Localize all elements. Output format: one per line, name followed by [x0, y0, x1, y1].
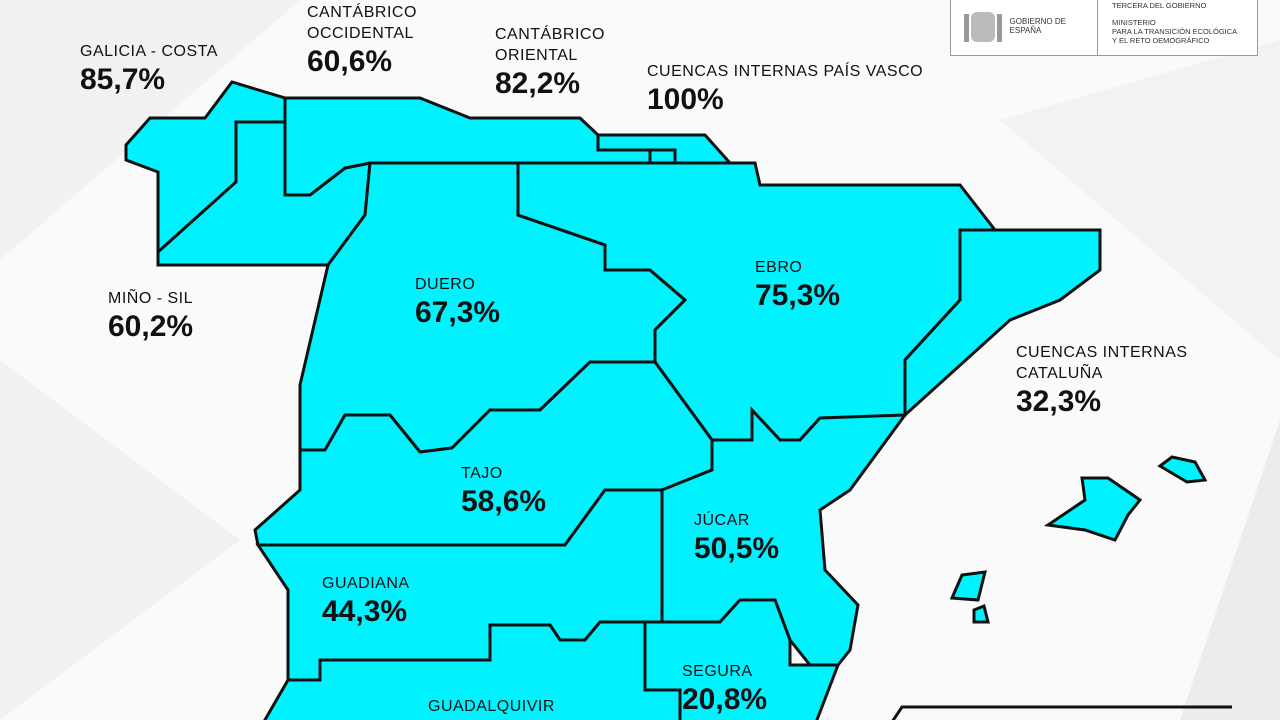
logo-ministry-text: Y EL RETO DEMOGRÁFICO [1112, 36, 1210, 45]
island-formentera[interactable] [972, 603, 990, 624]
island-menorca[interactable] [1157, 455, 1208, 484]
label-tajo: TAJO 58,6% [461, 465, 547, 518]
logo-ministry-text: PARA LA TRANSICIÓN ECOLÓGICA [1112, 27, 1238, 36]
canarias-frame-line [891, 705, 1232, 720]
label-duero: DUERO 67,3% [415, 276, 501, 329]
label-ebro: EBRO 75,3% [755, 259, 841, 312]
label-jucar: JÚCAR 50,5% [694, 512, 780, 565]
government-logo: GOBIERNO DE ESPAÑA TERCERA DEL GOBIERNO … [950, 0, 1258, 56]
label-galicia-costa: GALICIA - COSTA 85,7% [80, 43, 218, 96]
label-cantabrico-occidental: CANTÁBRICO OCCIDENTAL 60,6% [307, 4, 417, 78]
label-cantabrico-oriental: CANTÁBRICO ORIENTAL 82,2% [495, 26, 605, 100]
coat-of-arms-icon [964, 12, 1002, 42]
label-guadiana: GUADIANA 44,3% [322, 575, 410, 628]
region-segura[interactable] [643, 598, 841, 720]
island-ibiza[interactable] [949, 570, 987, 602]
label-mino-sil: MIÑO - SIL 60,2% [108, 290, 194, 343]
label-segura: SEGURA 20,8% [682, 663, 768, 716]
label-guadalquivir: GUADALQUIVIR [428, 698, 555, 715]
label-pais-vasco: CUENCAS INTERNAS PAÍS VASCO 100% [647, 63, 924, 116]
logo-government-text: GOBIERNO DE ESPAÑA [1009, 17, 1066, 35]
logo-vice-text: TERCERA DEL GOBIERNO [1112, 1, 1207, 10]
island-mallorca[interactable] [1043, 476, 1143, 542]
label-cataluna: CUENCAS INTERNAS CATALUÑA 32,3% [1016, 344, 1188, 418]
region-pais-vasco[interactable] [648, 148, 677, 165]
logo-ministry-text: MINISTERIO [1112, 18, 1156, 27]
region-cataluna[interactable] [903, 228, 1102, 419]
